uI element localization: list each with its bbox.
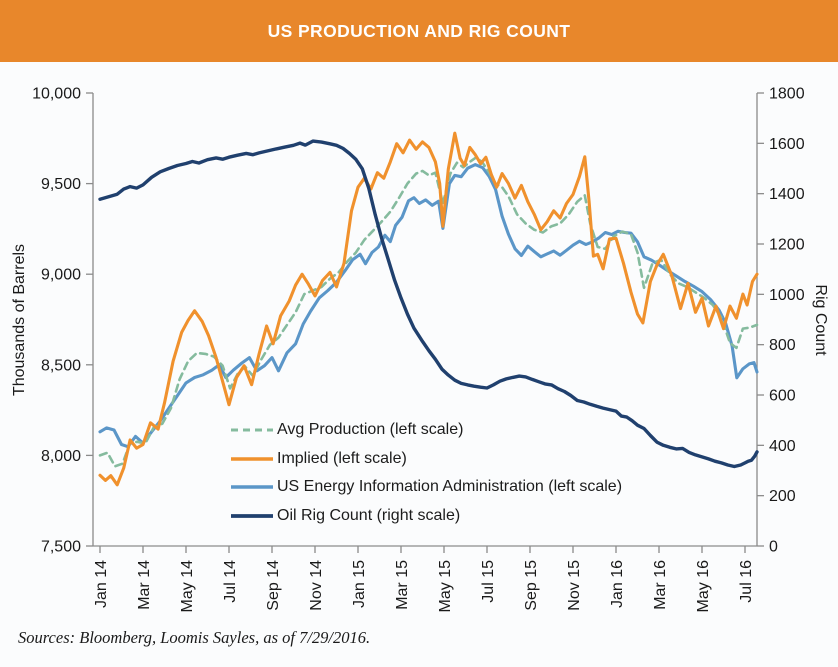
x-tick-label: Mar 14 (136, 560, 153, 610)
right-axis-title: Rig Count (812, 284, 829, 356)
right-tick-label: 600 (769, 388, 796, 405)
right-tick-label: 0 (769, 539, 778, 556)
left-tick-label: 8,000 (41, 448, 81, 465)
series-line-oil-rig-count (98, 139, 759, 469)
x-tick-label: Jan 14 (93, 560, 110, 608)
legend-label: Avg Production (left scale) (277, 421, 464, 439)
x-tick-label: Jul 14 (222, 560, 239, 603)
avg-production-swatch-icon (231, 428, 273, 432)
left-tick-label: 9,500 (41, 176, 81, 193)
x-tick-label: Nov 15 (566, 560, 583, 611)
series-line-implied (98, 131, 759, 487)
title-banner: US PRODUCTION AND RIG COUNT (0, 0, 838, 62)
x-tick-label: Nov 14 (308, 560, 325, 611)
x-tick-label: May 16 (695, 560, 712, 613)
series-line-us-energy-information-administration (98, 163, 759, 449)
legend-label: US Energy Information Administration (le… (277, 478, 623, 496)
source-note: Sources: Bloomberg, Loomis Sayles, as of… (18, 628, 371, 647)
left-tick-label: 9,000 (41, 267, 81, 284)
x-tick-label: May 14 (179, 560, 196, 613)
legend-item-oil-rig-count: Oil Rig Count (right scale) (230, 502, 622, 531)
axes-layer: 7,500 8,000 8,500 9,000 9,500 10,000 0 200 400 60… (32, 86, 805, 613)
x-tick-label: May 15 (437, 560, 454, 613)
right-tick-label: 400 (769, 438, 796, 455)
implied-swatch-icon (231, 457, 273, 461)
left-tick-label: 8,500 (41, 357, 81, 374)
x-tick-label: Mar 16 (652, 560, 669, 610)
series-layer (98, 131, 759, 487)
eia-swatch-icon (231, 485, 273, 490)
legend-item-implied: Implied (left scale) (230, 445, 622, 474)
x-tick-label: Mar 15 (394, 560, 411, 610)
right-tick-label: 1800 (769, 86, 805, 103)
chart-legend: Avg Production (left scale) Implied (lef… (230, 416, 622, 530)
x-tick-label: Jul 16 (738, 560, 755, 603)
left-tick-label: 7,500 (41, 539, 81, 556)
right-tick-label: 200 (769, 488, 796, 505)
legend-item-avg-production: Avg Production (left scale) (230, 416, 622, 445)
x-tick-label: Sep 14 (265, 560, 282, 611)
right-tick-label: 800 (769, 337, 796, 354)
right-tick-label: 1200 (769, 237, 805, 254)
x-tick-label: Jan 16 (609, 560, 626, 608)
right-tick-label: 1600 (769, 136, 805, 153)
left-axis-title: Thousands of Barrels (11, 244, 28, 396)
right-tick-label: 1400 (769, 186, 805, 203)
legend-label: Implied (left scale) (277, 449, 407, 467)
legend-label: Oil Rig Count (right scale) (277, 507, 461, 525)
x-tick-label: Sep 15 (523, 560, 540, 611)
x-tick-label: Jul 15 (480, 560, 497, 603)
right-tick-label: 1000 (769, 287, 805, 304)
oil-rig-count-swatch-icon (231, 514, 273, 518)
legend-item-eia: US Energy Information Administration (le… (230, 473, 622, 502)
left-tick-label: 10,000 (32, 86, 81, 103)
chart-title: US PRODUCTION AND RIG COUNT (267, 20, 571, 41)
x-tick-label: Jan 15 (351, 560, 368, 608)
